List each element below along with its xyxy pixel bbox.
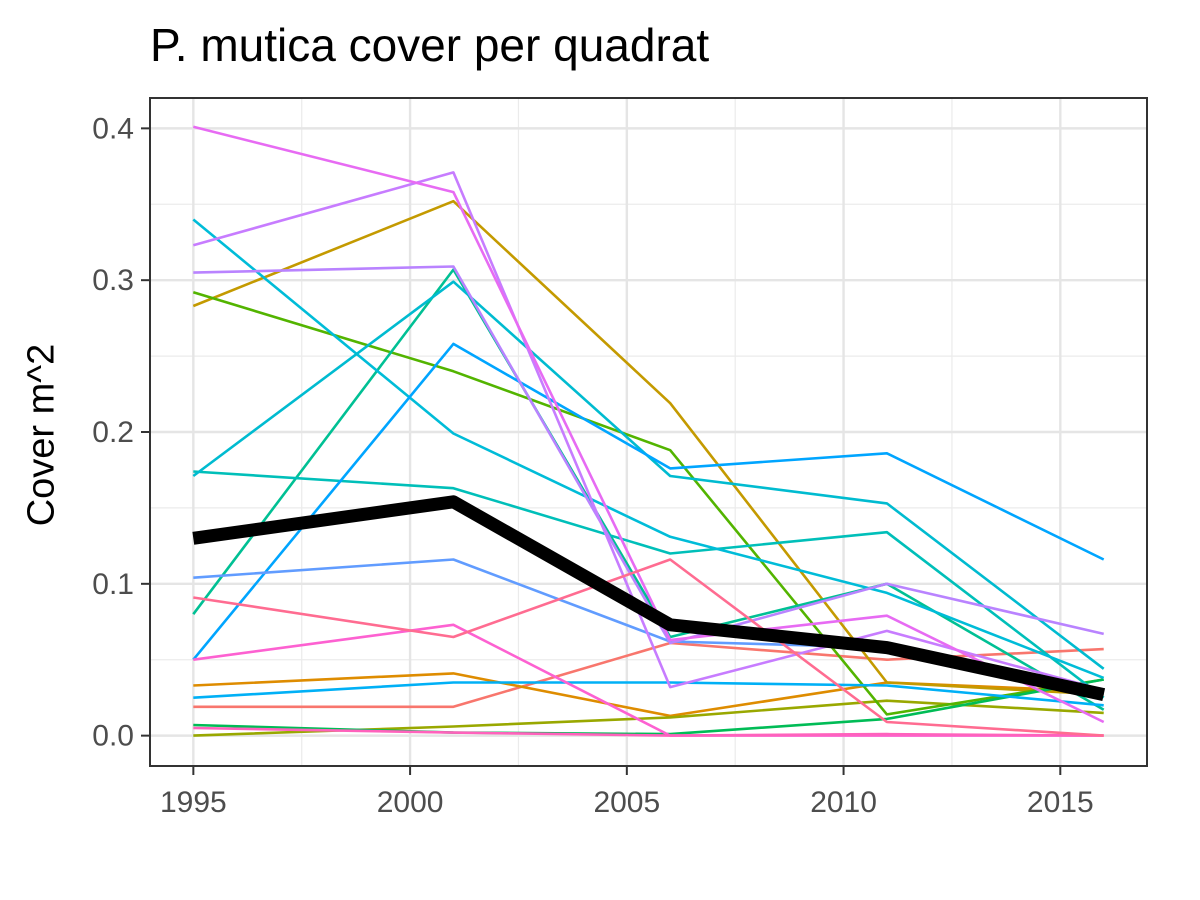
series-line-q13 xyxy=(193,558,1104,696)
x-tick-label: 1995 xyxy=(160,786,227,819)
series-lines xyxy=(192,125,1105,737)
series-line-q10 xyxy=(192,280,1105,670)
series-line-q8 xyxy=(193,470,1105,699)
y-tick-label: 0.2 xyxy=(92,416,134,449)
chart-title: P. mutica cover per quadrat xyxy=(150,19,710,71)
y-tick-label: 0.1 xyxy=(92,568,134,601)
x-tick-label: 2010 xyxy=(810,786,877,819)
x-tick-label: 2015 xyxy=(1027,786,1094,819)
series-line-q14 xyxy=(193,265,1104,645)
x-tick-label: 2000 xyxy=(377,786,444,819)
y-tick-label: 0.3 xyxy=(92,264,134,297)
y-tick-label: 0.4 xyxy=(92,112,134,145)
series-line-q11 xyxy=(192,342,1105,661)
series-line-q7 xyxy=(192,268,1105,711)
y-tick-label: 0.0 xyxy=(92,720,134,753)
series-line-q18 xyxy=(193,726,1104,737)
mean-line-group xyxy=(192,495,1106,701)
series-line-q2 xyxy=(193,672,1104,718)
series-line-q9 xyxy=(192,218,1105,680)
mean-line xyxy=(192,495,1106,701)
series-line-q12 xyxy=(193,681,1104,707)
y-axis-ticks: 0.0 0.1 0.2 0.3 0.4 xyxy=(92,112,150,753)
series-line-q3 xyxy=(192,199,1104,696)
x-tick-label: 2005 xyxy=(593,786,660,819)
series-line-q19 xyxy=(193,558,1104,737)
x-axis-ticks: 1995 2000 2005 2010 2015 xyxy=(160,766,1094,819)
series-line-q16 xyxy=(192,125,1105,724)
